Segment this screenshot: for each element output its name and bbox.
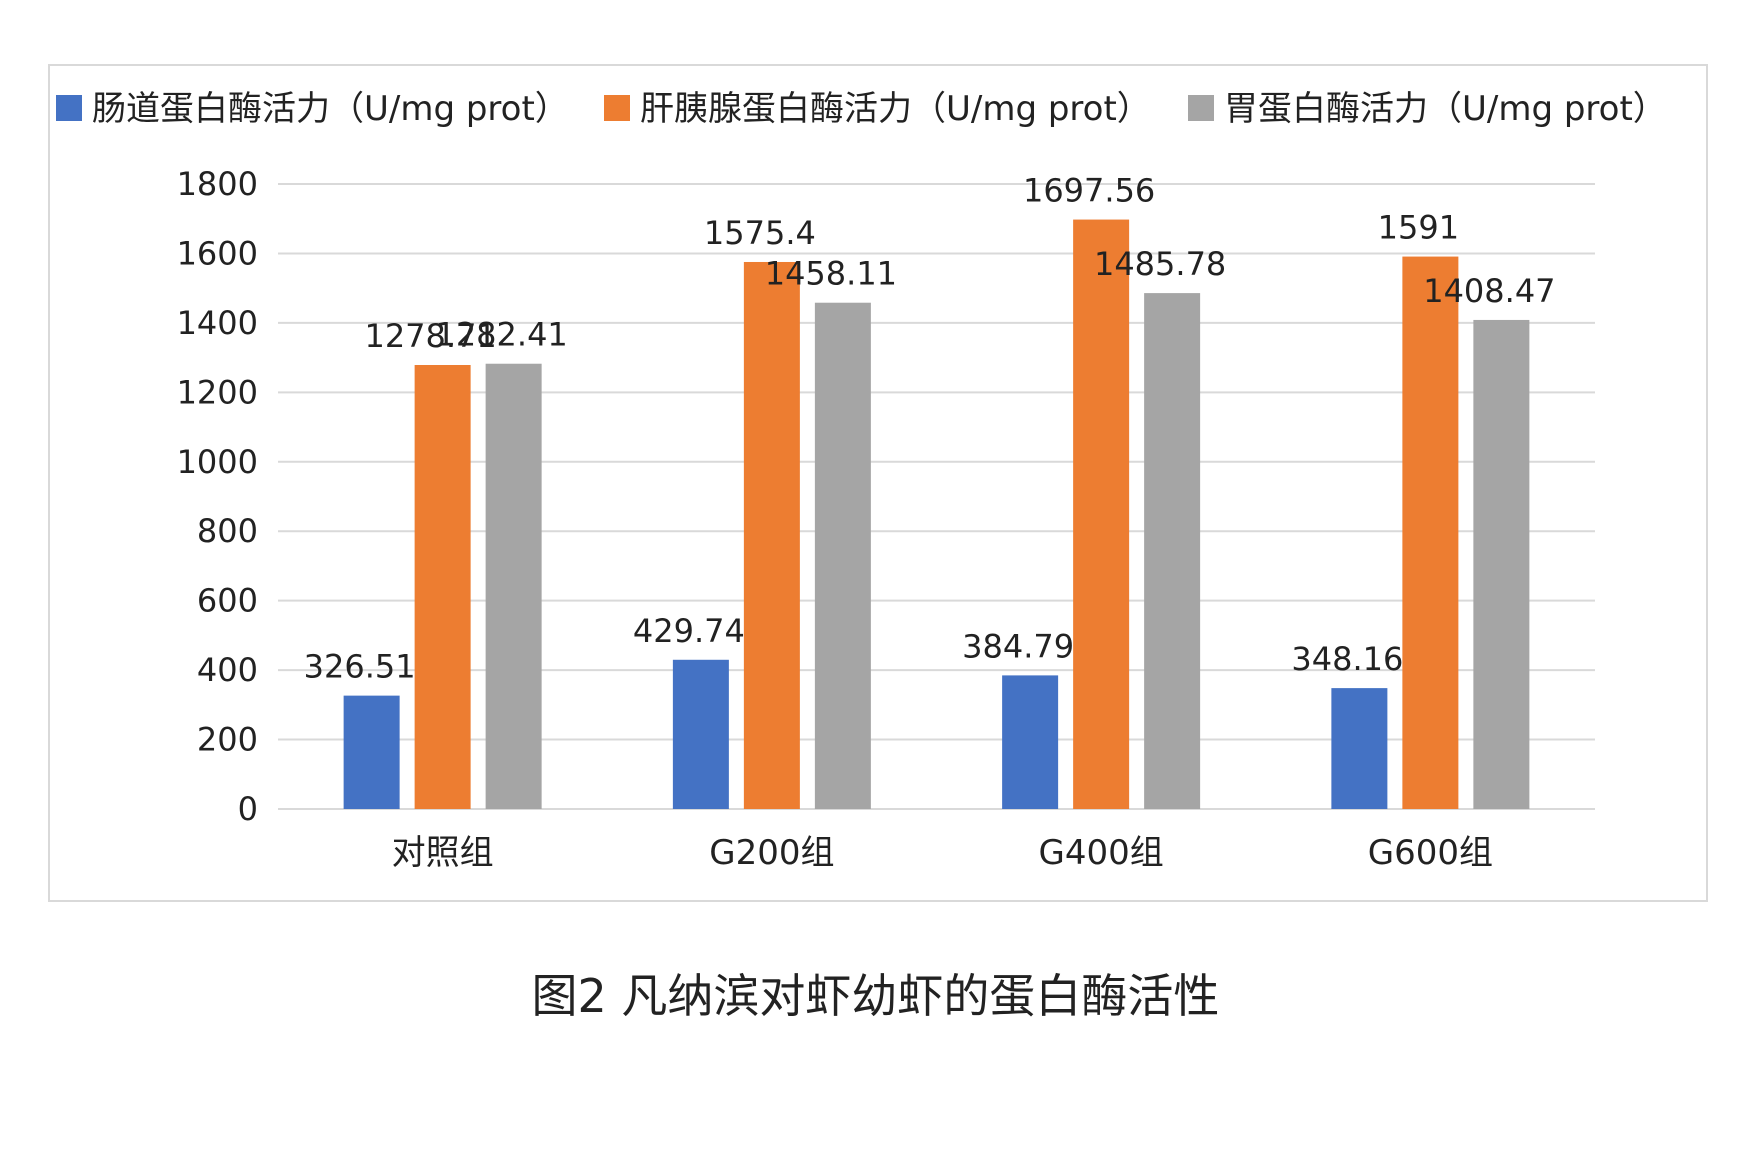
data-label-s2-c4: 1591: [1378, 209, 1459, 247]
legend-label-2: 肝胰腺蛋白酶活力（U/mg prot）: [640, 89, 1151, 129]
bar-s3-c2: [814, 302, 871, 809]
bar-s1-c1: [343, 695, 400, 809]
data-label-s3-c2: 1458.11: [765, 255, 897, 293]
data-label-s3-c1: 1282.41: [435, 316, 567, 354]
legend-label-1: 肠道蛋白酶活力（U/mg prot）: [92, 89, 569, 129]
y-tick-label-1800: 1800: [177, 165, 258, 203]
y-tick-label-1200: 1200: [177, 373, 258, 411]
category-label-1: 对照组: [392, 833, 494, 873]
bar-s3-c3: [1144, 293, 1201, 809]
bars: [343, 219, 1530, 810]
data-label-s2-c2: 1575.4: [704, 214, 816, 252]
data-label-s1-c4: 348.16: [1291, 640, 1403, 678]
data-label-s2-c3: 1697.56: [1023, 172, 1155, 210]
y-tick-label-600: 600: [197, 582, 258, 620]
data-label-s1-c3: 384.79: [962, 627, 1074, 665]
y-tick-label-200: 200: [197, 721, 258, 759]
category-label-4: G600组: [1368, 833, 1493, 873]
bar-s3-c1: [485, 363, 542, 809]
legend-swatch-2: [604, 95, 630, 121]
category-label-3: G400组: [1039, 833, 1164, 873]
legend-swatch-3: [1188, 95, 1214, 121]
y-tick-label-800: 800: [197, 512, 258, 550]
data-label-s3-c4: 1408.47: [1423, 272, 1555, 310]
figure-caption: 图2 凡纳滨对虾幼虾的蛋白酶活性: [531, 969, 1220, 1023]
data-label-s1-c1: 326.51: [304, 648, 416, 686]
x-axis-categories: 对照组 G200组 G400组 G600组: [392, 833, 1493, 873]
y-tick-label-1000: 1000: [177, 443, 258, 481]
bar-s2-c2: [743, 261, 800, 810]
bar-s1-c2: [672, 659, 729, 809]
y-tick-label-400: 400: [197, 651, 258, 689]
legend-label-3: 胃蛋白酶活力（U/mg prot）: [1224, 89, 1667, 129]
data-label-s3-c3: 1485.78: [1094, 245, 1226, 283]
gridlines: [278, 183, 1595, 810]
chart-frame: 肠道蛋白酶活力（U/mg prot） 肝胰腺蛋白酶活力（U/mg prot） 胃蛋白…: [48, 64, 1708, 902]
bar-s1-c3: [1002, 675, 1059, 809]
bar-s2-c4: [1402, 256, 1459, 809]
y-tick-label-1400: 1400: [177, 304, 258, 342]
bar-s3-c4: [1473, 319, 1530, 809]
bar-s2-c1: [414, 365, 471, 809]
legend-swatch-1: [56, 95, 82, 121]
data-label-s1-c2: 429.74: [633, 612, 745, 650]
data-label-s2-c1: 1278.71: [364, 317, 496, 355]
y-axis-ticks: 0 200 400 600 800 1000 1200 1400 1600 1800: [177, 165, 258, 828]
y-tick-label-1600: 1600: [177, 234, 258, 272]
category-label-2: G200组: [709, 833, 834, 873]
bar-s2-c3: [1073, 219, 1130, 809]
bar-chart: 肠道蛋白酶活力（U/mg prot） 肝胰腺蛋白酶活力（U/mg prot） 胃蛋白…: [56, 89, 1667, 873]
bar-s1-c4: [1331, 688, 1388, 809]
y-tick-label-0: 0: [238, 790, 258, 828]
legend: 肠道蛋白酶活力（U/mg prot） 肝胰腺蛋白酶活力（U/mg prot） 胃蛋白…: [56, 89, 1667, 129]
